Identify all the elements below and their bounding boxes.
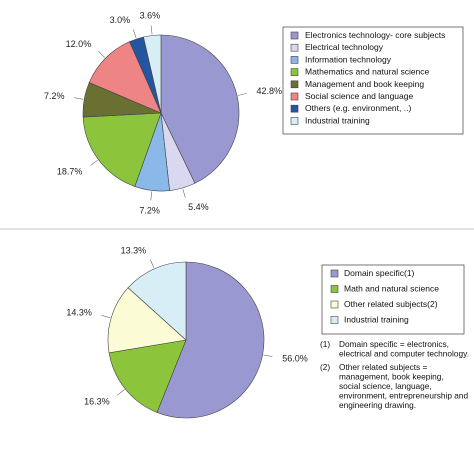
pie-slice-industrial-training bbox=[143, 34, 162, 114]
pie-chart-1-slices bbox=[82, 34, 240, 192]
data-label-mathematics-and-natural-science: 18.7% bbox=[57, 167, 83, 177]
leader-line-industrial-training bbox=[149, 259, 155, 268]
pie-slice-electronics-technology-core-subjects bbox=[160, 34, 240, 184]
footnote-2-line: management, book keeping, bbox=[339, 372, 444, 382]
pie-slice-other-related-subjects-2 bbox=[107, 287, 187, 354]
footnote-1-line: electrical and computer technology. bbox=[339, 349, 469, 359]
data-label-information-technology: 7.2% bbox=[139, 205, 160, 215]
data-label-domain-specific-1: 56.0% bbox=[282, 354, 308, 364]
legend-swatch-math-and-natural-science bbox=[330, 285, 339, 293]
legend-entry-others-e-g-environment: Others (e.g. environment, ..) bbox=[305, 103, 411, 113]
pie-chart-1-labels: 42.8% 5.4% 7.2% 18.7% 7.2% 12.0% 3.0% 3.6% bbox=[44, 11, 282, 216]
pie-slice-math-and-natural-science bbox=[108, 339, 187, 413]
leader-line-electrical-technology bbox=[182, 188, 186, 198]
footnote-2-line: social science, language, bbox=[339, 381, 432, 391]
pie-chart-1-leader-lines bbox=[74, 25, 247, 201]
leader-line-social-science-and-language bbox=[98, 51, 105, 58]
legend-entry-industrial-training: Industrial training bbox=[305, 115, 370, 125]
data-label-industrial-training: 13.3% bbox=[121, 245, 147, 255]
leader-line-domain-specific-1 bbox=[263, 354, 273, 357]
legend-swatch-other-related-subjects-2 bbox=[330, 300, 339, 309]
pie-chart-1-legend: Electronics technology- core subjects Ele… bbox=[282, 26, 464, 135]
legend-swatch-electronics-technology-core-subjects bbox=[290, 31, 299, 40]
data-label-electronics-technology-core-subjects: 42.8% bbox=[257, 86, 283, 96]
legend-entry-management-and-book-keeping: Management and book keeping bbox=[305, 79, 424, 89]
data-label-management-and-book-keeping: 7.2% bbox=[44, 91, 65, 101]
legend-entry-math-and-natural-science: Math and natural science bbox=[344, 284, 439, 294]
legend-swatch-management-and-book-keeping bbox=[290, 80, 299, 89]
legend-entry-domain-specific-1: Domain specific(1) bbox=[344, 268, 415, 278]
legend-swatch-industrial-training bbox=[290, 117, 299, 125]
legend-entry-information-technology: Information technology bbox=[305, 54, 392, 64]
footnotes: (1) Domain specific = electronics,electri… bbox=[320, 339, 469, 410]
legend-entry-electronics-technology-core-subjects: Electronics technology- core subjects bbox=[305, 30, 445, 40]
legend-box bbox=[282, 26, 464, 135]
legend-swatch-mathematics-and-natural-science bbox=[290, 68, 299, 76]
legend-swatch-electrical-technology bbox=[290, 43, 299, 52]
legend-swatch-information-technology bbox=[290, 56, 299, 64]
leader-line-other-related-subjects-2 bbox=[101, 315, 111, 319]
pie-chart-2-slices bbox=[107, 261, 265, 419]
legend-entry-industrial-training: Industrial training bbox=[344, 315, 409, 325]
pie-chart-1: 42.8% 5.4% 7.2% 18.7% 7.2% 12.0% 3.0% 3.6% Elec… bbox=[44, 11, 464, 216]
footnote-1-line: Domain specific = electronics, bbox=[339, 339, 449, 349]
data-label-others-e-g-environment: 3.0% bbox=[110, 15, 131, 25]
pie-slice-industrial-training bbox=[127, 261, 187, 341]
footnote-marker-2: (2) bbox=[320, 362, 330, 372]
pie-slice-mathematics-and-natural-science bbox=[82, 112, 162, 187]
data-label-industrial-training: 3.6% bbox=[140, 11, 161, 21]
leader-line-others-e-g-environment bbox=[132, 29, 137, 39]
data-label-electrical-technology: 5.4% bbox=[188, 202, 209, 212]
leader-line-math-and-natural-science bbox=[117, 389, 125, 396]
legend-swatch-others-e-g-environment bbox=[290, 104, 299, 113]
footnote-2-line: engineering drawing. bbox=[339, 400, 416, 410]
data-label-social-science-and-language: 12.0% bbox=[66, 39, 92, 49]
pie-chart-2: 56.0% 16.3% 14.3% 13.3% Domain specific(1) M… bbox=[66, 245, 469, 419]
legend-entry-other-related-subjects-2: Other related subjects(2) bbox=[344, 299, 438, 309]
legend-swatch-domain-specific-1 bbox=[330, 269, 339, 278]
leader-line-industrial-training bbox=[150, 25, 153, 35]
footnote-2-line: environment, entrepreneurship and bbox=[339, 391, 469, 401]
data-label-math-and-natural-science: 16.3% bbox=[84, 396, 110, 406]
legend-box bbox=[321, 264, 465, 335]
pie-slice-domain-specific-1 bbox=[156, 261, 265, 419]
footnote-2-line: Other related subjects = bbox=[339, 362, 427, 372]
legend-entry-social-science-and-language: Social science and language bbox=[305, 91, 413, 101]
legend-swatch-social-science-and-language bbox=[290, 92, 299, 101]
pie-chart-2-labels: 56.0% 16.3% 14.3% 13.3% bbox=[66, 245, 307, 406]
footnote-marker-1: (1) bbox=[320, 339, 330, 349]
pie-chart-2-leader-lines bbox=[101, 259, 273, 396]
data-label-other-related-subjects-2: 14.3% bbox=[66, 307, 92, 317]
pie-chart-2-legend: Domain specific(1) Math and natural scien… bbox=[321, 264, 465, 335]
legend-swatch-industrial-training bbox=[330, 316, 339, 324]
leader-line-mathematics-and-natural-science bbox=[90, 159, 98, 166]
leader-line-electronics-technology-core-subjects bbox=[237, 93, 247, 96]
legend-entry-electrical-technology: Electrical technology bbox=[305, 42, 384, 52]
legend-entry-mathematics-and-natural-science: Mathematics and natural science bbox=[305, 67, 430, 77]
leader-line-management-and-book-keeping bbox=[74, 97, 84, 100]
leader-line-information-technology bbox=[150, 191, 153, 201]
